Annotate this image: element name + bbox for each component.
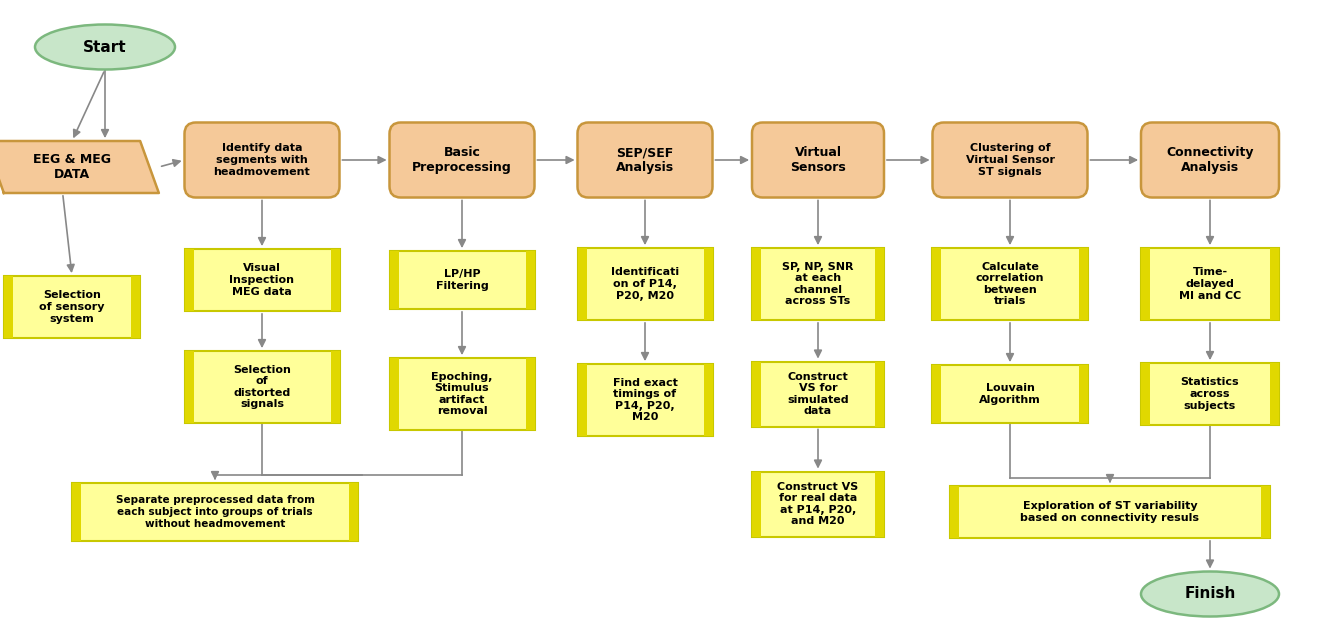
Text: Time-
delayed
MI and CC: Time- delayed MI and CC [1179,267,1242,300]
Text: Clustering of
Virtual Sensor
ST signals: Clustering of Virtual Sensor ST signals [966,144,1055,177]
Bar [1141,363,1150,425]
Text: LP/HP
Filtering: LP/HP Filtering [436,269,489,291]
Text: SEP/SEF
Analysis: SEP/SEF Analysis [616,146,674,174]
Bar [874,248,884,320]
Text: Basic
Preprocessing: Basic Preprocessing [412,146,511,174]
Bar [578,248,587,320]
Ellipse shape [34,24,175,70]
Bar [73,483,82,541]
Bar [348,483,358,541]
Text: Exploration of ST variability
based on connectivity resuls: Exploration of ST variability based on c… [1020,501,1199,523]
Text: Construct
VS for
simulated
data: Construct VS for simulated data [787,371,849,416]
Bar [578,364,713,436]
FancyBboxPatch shape [390,123,534,198]
Bar [73,483,358,541]
Bar [184,351,339,423]
Text: Virtual
Sensors: Virtual Sensors [790,146,845,174]
Text: Identify data
segments with
headmovement: Identify data segments with headmovement [213,144,310,177]
Bar [390,358,399,430]
Text: Separate preprocessed data from
each subject into groups of trials
without headm: Separate preprocessed data from each sub… [115,495,314,529]
Bar [1141,248,1150,320]
Text: Visual
Inspection
MEG data: Visual Inspection MEG data [229,263,294,297]
Text: Calculate
correlation
between
trials: Calculate correlation between trials [975,262,1044,307]
Bar [1261,486,1269,538]
Bar [933,248,942,320]
Text: Epoching,
Stimulus
artifact
removal: Epoching, Stimulus artifact removal [432,371,493,416]
Bar [184,249,339,311]
FancyBboxPatch shape [578,123,713,198]
Bar [704,248,713,320]
Bar [753,248,761,320]
Bar [1269,248,1279,320]
Text: Louvain
Algorithm: Louvain Algorithm [979,383,1041,405]
Polygon shape [0,141,159,193]
Bar [330,351,339,423]
Bar [330,249,339,311]
Bar [933,365,942,423]
Bar [1141,363,1279,425]
Bar [578,248,713,320]
Bar [184,351,193,423]
Text: Connectivity
Analysis: Connectivity Analysis [1166,146,1253,174]
Bar [874,471,884,537]
Bar [130,276,139,338]
Bar [4,276,139,338]
Bar [526,358,534,430]
Bar [753,361,884,427]
Text: Finish: Finish [1185,587,1236,601]
Text: Start: Start [83,40,127,55]
Bar [390,251,534,309]
Text: Construct VS
for real data
at P14, P20,
and M20: Construct VS for real data at P14, P20, … [778,481,859,526]
Text: EEG & MEG
DATA: EEG & MEG DATA [33,153,111,181]
Text: Selection
of
distorted
signals: Selection of distorted signals [233,364,292,409]
Bar [753,361,761,427]
Text: SP, NP, SNR
at each
channel
across STs: SP, NP, SNR at each channel across STs [782,262,853,307]
Bar [578,364,587,436]
Bar [950,486,1269,538]
Text: Identificati
on of P14,
P20, M20: Identificati on of P14, P20, M20 [611,267,678,300]
Text: Statistics
across
subjects: Statistics across subjects [1181,378,1239,411]
Bar [390,358,534,430]
Bar [950,486,959,538]
Bar [526,251,534,309]
Bar [1141,248,1279,320]
Text: Selection
of sensory
system: Selection of sensory system [40,290,105,323]
FancyBboxPatch shape [184,123,339,198]
FancyBboxPatch shape [753,123,884,198]
FancyBboxPatch shape [1141,123,1279,198]
Bar [753,248,884,320]
Bar [704,364,713,436]
FancyBboxPatch shape [933,123,1088,198]
Bar [874,361,884,427]
Bar [1269,363,1279,425]
Bar [1079,248,1088,320]
Bar [184,249,193,311]
Ellipse shape [1141,572,1279,616]
Bar [933,365,1088,423]
Bar [753,471,761,537]
Bar [933,248,1088,320]
Bar [1079,365,1088,423]
Bar [390,251,399,309]
Bar [753,471,884,537]
Text: Find exact
timings of
P14, P20,
M20: Find exact timings of P14, P20, M20 [612,378,677,422]
Bar [4,276,13,338]
